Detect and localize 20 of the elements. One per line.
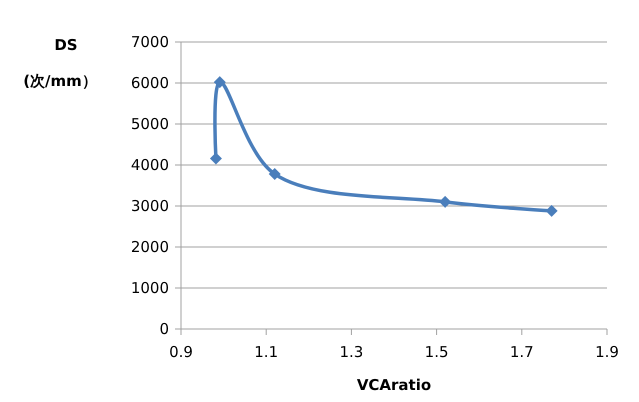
y-tick-label: 7000 <box>130 33 169 51</box>
y-tick-label: 5000 <box>130 115 169 133</box>
y-tick-label: 1000 <box>130 279 169 297</box>
y-tick-label: 2000 <box>130 238 169 256</box>
point <box>214 76 226 88</box>
y-tick-label: 4000 <box>130 156 169 174</box>
point <box>268 168 281 180</box>
y-tick-label: 6000 <box>130 74 169 92</box>
point <box>439 196 452 208</box>
x-tick-label: 1.5 <box>424 343 449 361</box>
text: DS (次/mm） <box>23 36 97 90</box>
x-tick-label: 1.1 <box>254 343 278 361</box>
point <box>546 204 558 217</box>
x-tick-label: 1.3 <box>339 343 364 361</box>
y-tick-label: 3000 <box>130 197 169 215</box>
x-axis-title: VCAratio <box>356 376 432 394</box>
x-tick-label: 1.9 <box>595 343 619 361</box>
y-tick-label: 0 <box>159 320 169 338</box>
x-tick-label: 1.7 <box>510 343 534 361</box>
x-tick-label: 0.9 <box>169 343 193 361</box>
